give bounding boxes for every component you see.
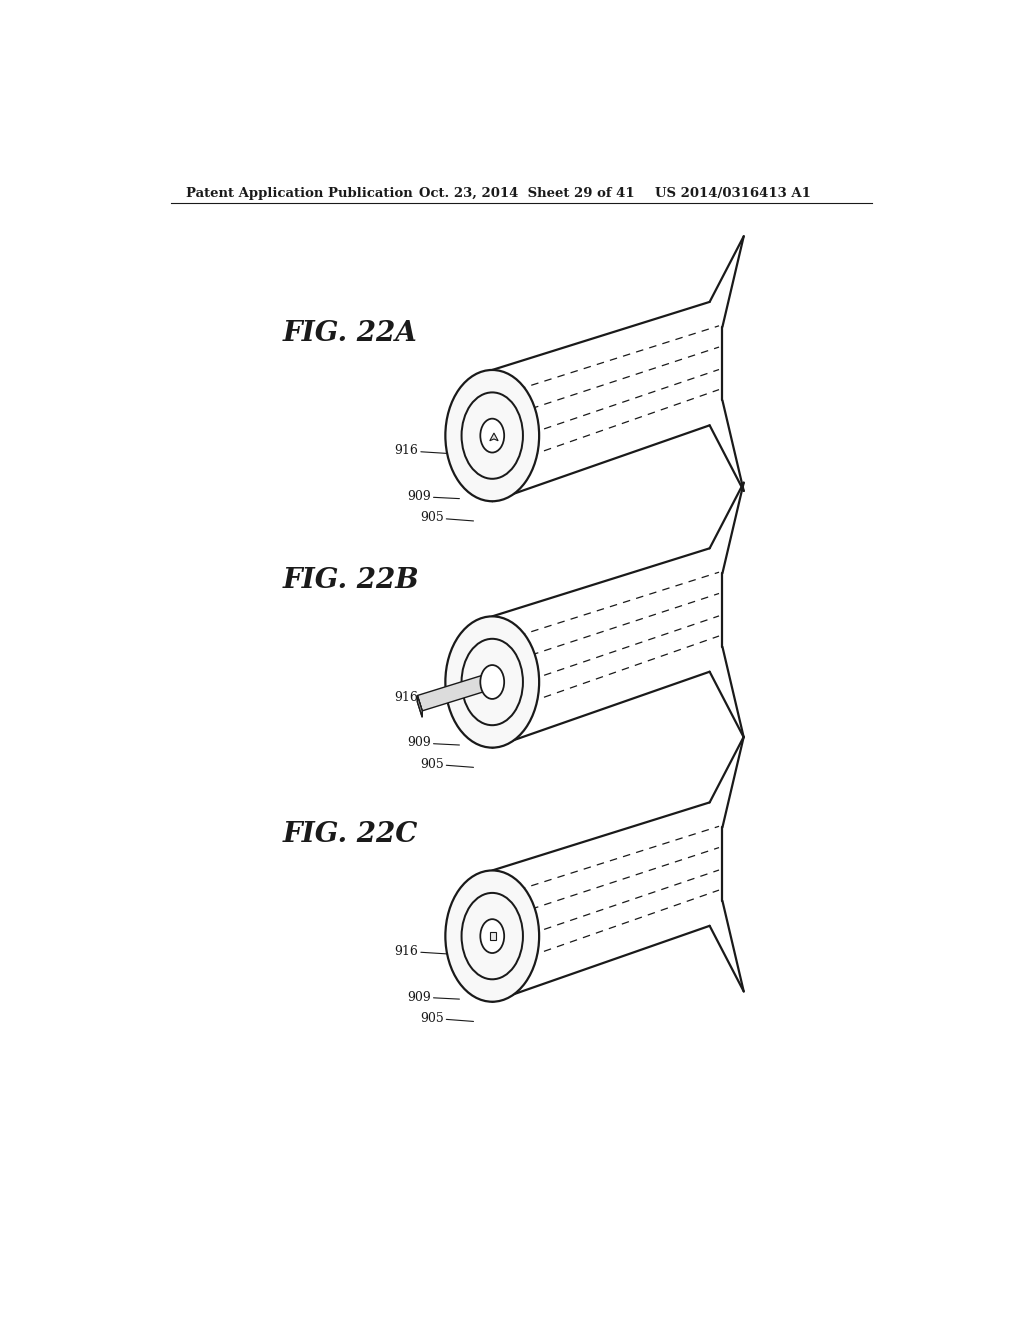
Text: US 2014/0316413 A1: US 2014/0316413 A1 [655, 187, 811, 199]
Text: 905: 905 [420, 758, 473, 771]
Ellipse shape [445, 616, 540, 747]
Ellipse shape [462, 892, 523, 979]
Text: 909: 909 [407, 490, 460, 503]
Ellipse shape [445, 870, 540, 1002]
Polygon shape [418, 696, 422, 717]
Text: Oct. 23, 2014  Sheet 29 of 41: Oct. 23, 2014 Sheet 29 of 41 [419, 187, 634, 199]
Text: 905: 905 [420, 1011, 473, 1024]
Text: 905: 905 [420, 511, 473, 524]
Polygon shape [418, 675, 490, 711]
Text: FIG. 22C: FIG. 22C [283, 821, 419, 847]
Ellipse shape [480, 418, 504, 453]
Ellipse shape [445, 370, 540, 502]
Polygon shape [418, 696, 422, 717]
Text: FIG. 22A: FIG. 22A [283, 321, 418, 347]
Text: 916: 916 [394, 445, 466, 457]
Polygon shape [489, 433, 498, 441]
Text: 909: 909 [407, 737, 460, 750]
Ellipse shape [480, 665, 504, 700]
Text: 909: 909 [407, 990, 460, 1003]
Text: Patent Application Publication: Patent Application Publication [186, 187, 413, 199]
Ellipse shape [480, 919, 504, 953]
Ellipse shape [462, 392, 523, 479]
Text: 916: 916 [394, 945, 466, 958]
Text: 916: 916 [394, 690, 466, 704]
Ellipse shape [462, 639, 523, 725]
Bar [489, 932, 497, 940]
Text: FIG. 22B: FIG. 22B [283, 566, 420, 594]
